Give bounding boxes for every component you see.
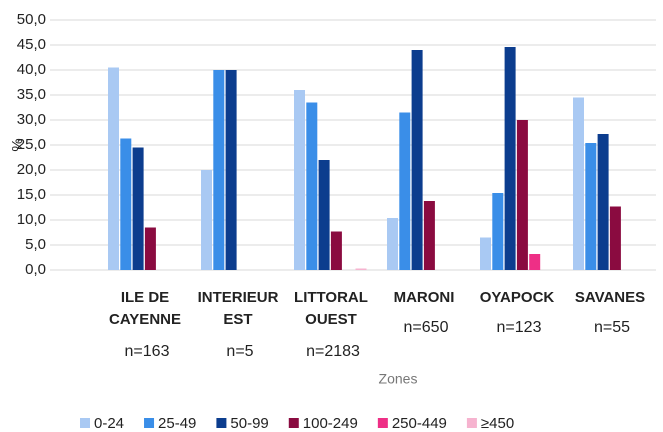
legend-swatch xyxy=(216,418,227,428)
legend-swatch xyxy=(377,418,388,428)
legend-label: ≥450 xyxy=(481,415,514,432)
bar xyxy=(132,147,144,270)
x-tick-label: LITTORAL xyxy=(294,289,368,306)
bar xyxy=(423,201,435,270)
bar xyxy=(597,134,609,270)
bar xyxy=(516,120,528,270)
bar xyxy=(294,90,305,270)
y-tick-label: 15,0 xyxy=(17,186,46,203)
bar xyxy=(306,102,318,270)
y-tick-label: 40,0 xyxy=(17,61,46,78)
x-tick-label: OYAPOCK xyxy=(480,289,555,306)
legend-label: 25-49 xyxy=(158,415,196,432)
bar xyxy=(318,160,330,270)
bar xyxy=(201,170,212,270)
bar xyxy=(504,47,516,270)
y-tick-label: 10,0 xyxy=(17,211,46,228)
x-tick-label: ILE DE xyxy=(121,289,169,306)
legend-label: 250-449 xyxy=(392,415,447,432)
x-axis-label: Zones xyxy=(379,371,418,387)
bar xyxy=(480,237,491,270)
legend-label: 100-249 xyxy=(303,415,358,432)
bar xyxy=(144,227,156,270)
y-tick-label: 25,0 xyxy=(17,136,46,153)
sample-size: n=5 xyxy=(226,343,253,360)
bar xyxy=(120,138,132,270)
bar xyxy=(330,231,342,270)
y-axis-label: % xyxy=(9,138,26,151)
y-tick-label: 0,0 xyxy=(25,261,46,278)
bar xyxy=(609,206,621,270)
legend-swatch xyxy=(144,418,155,428)
x-tick-label: MARONI xyxy=(394,289,455,306)
bar xyxy=(492,193,504,270)
y-tick-label: 50,0 xyxy=(17,11,46,28)
y-tick-label: 20,0 xyxy=(17,161,46,178)
legend-swatch xyxy=(288,418,299,428)
legend-swatch xyxy=(466,418,477,428)
legend-label: 0-24 xyxy=(94,415,124,432)
x-tick-label: OUEST xyxy=(305,311,357,328)
sample-size: n=163 xyxy=(125,343,170,360)
bar xyxy=(529,254,541,270)
bar xyxy=(573,97,584,270)
legend-swatch xyxy=(80,418,90,428)
bar xyxy=(411,50,423,270)
bar xyxy=(355,268,367,270)
x-tick-label: SAVANES xyxy=(575,289,645,306)
legend-label: 50-99 xyxy=(230,415,268,432)
bar xyxy=(399,112,411,270)
y-tick-label: 45,0 xyxy=(17,36,46,53)
x-tick-label: CAYENNE xyxy=(109,311,181,328)
bar xyxy=(213,70,225,270)
y-tick-label: 35,0 xyxy=(17,86,46,103)
bar xyxy=(225,70,237,270)
x-tick-label: INTERIEUR xyxy=(198,289,279,306)
sample-size: n=2183 xyxy=(306,343,360,360)
bar xyxy=(387,218,398,270)
y-tick-label: 5,0 xyxy=(25,236,46,253)
bar xyxy=(108,67,119,270)
sample-size: n=123 xyxy=(497,319,542,336)
y-tick-label: 30,0 xyxy=(17,111,46,128)
x-tick-label: EST xyxy=(223,311,252,328)
sample-size: n=55 xyxy=(594,319,630,336)
sample-size: n=650 xyxy=(404,319,449,336)
bar xyxy=(585,143,597,270)
